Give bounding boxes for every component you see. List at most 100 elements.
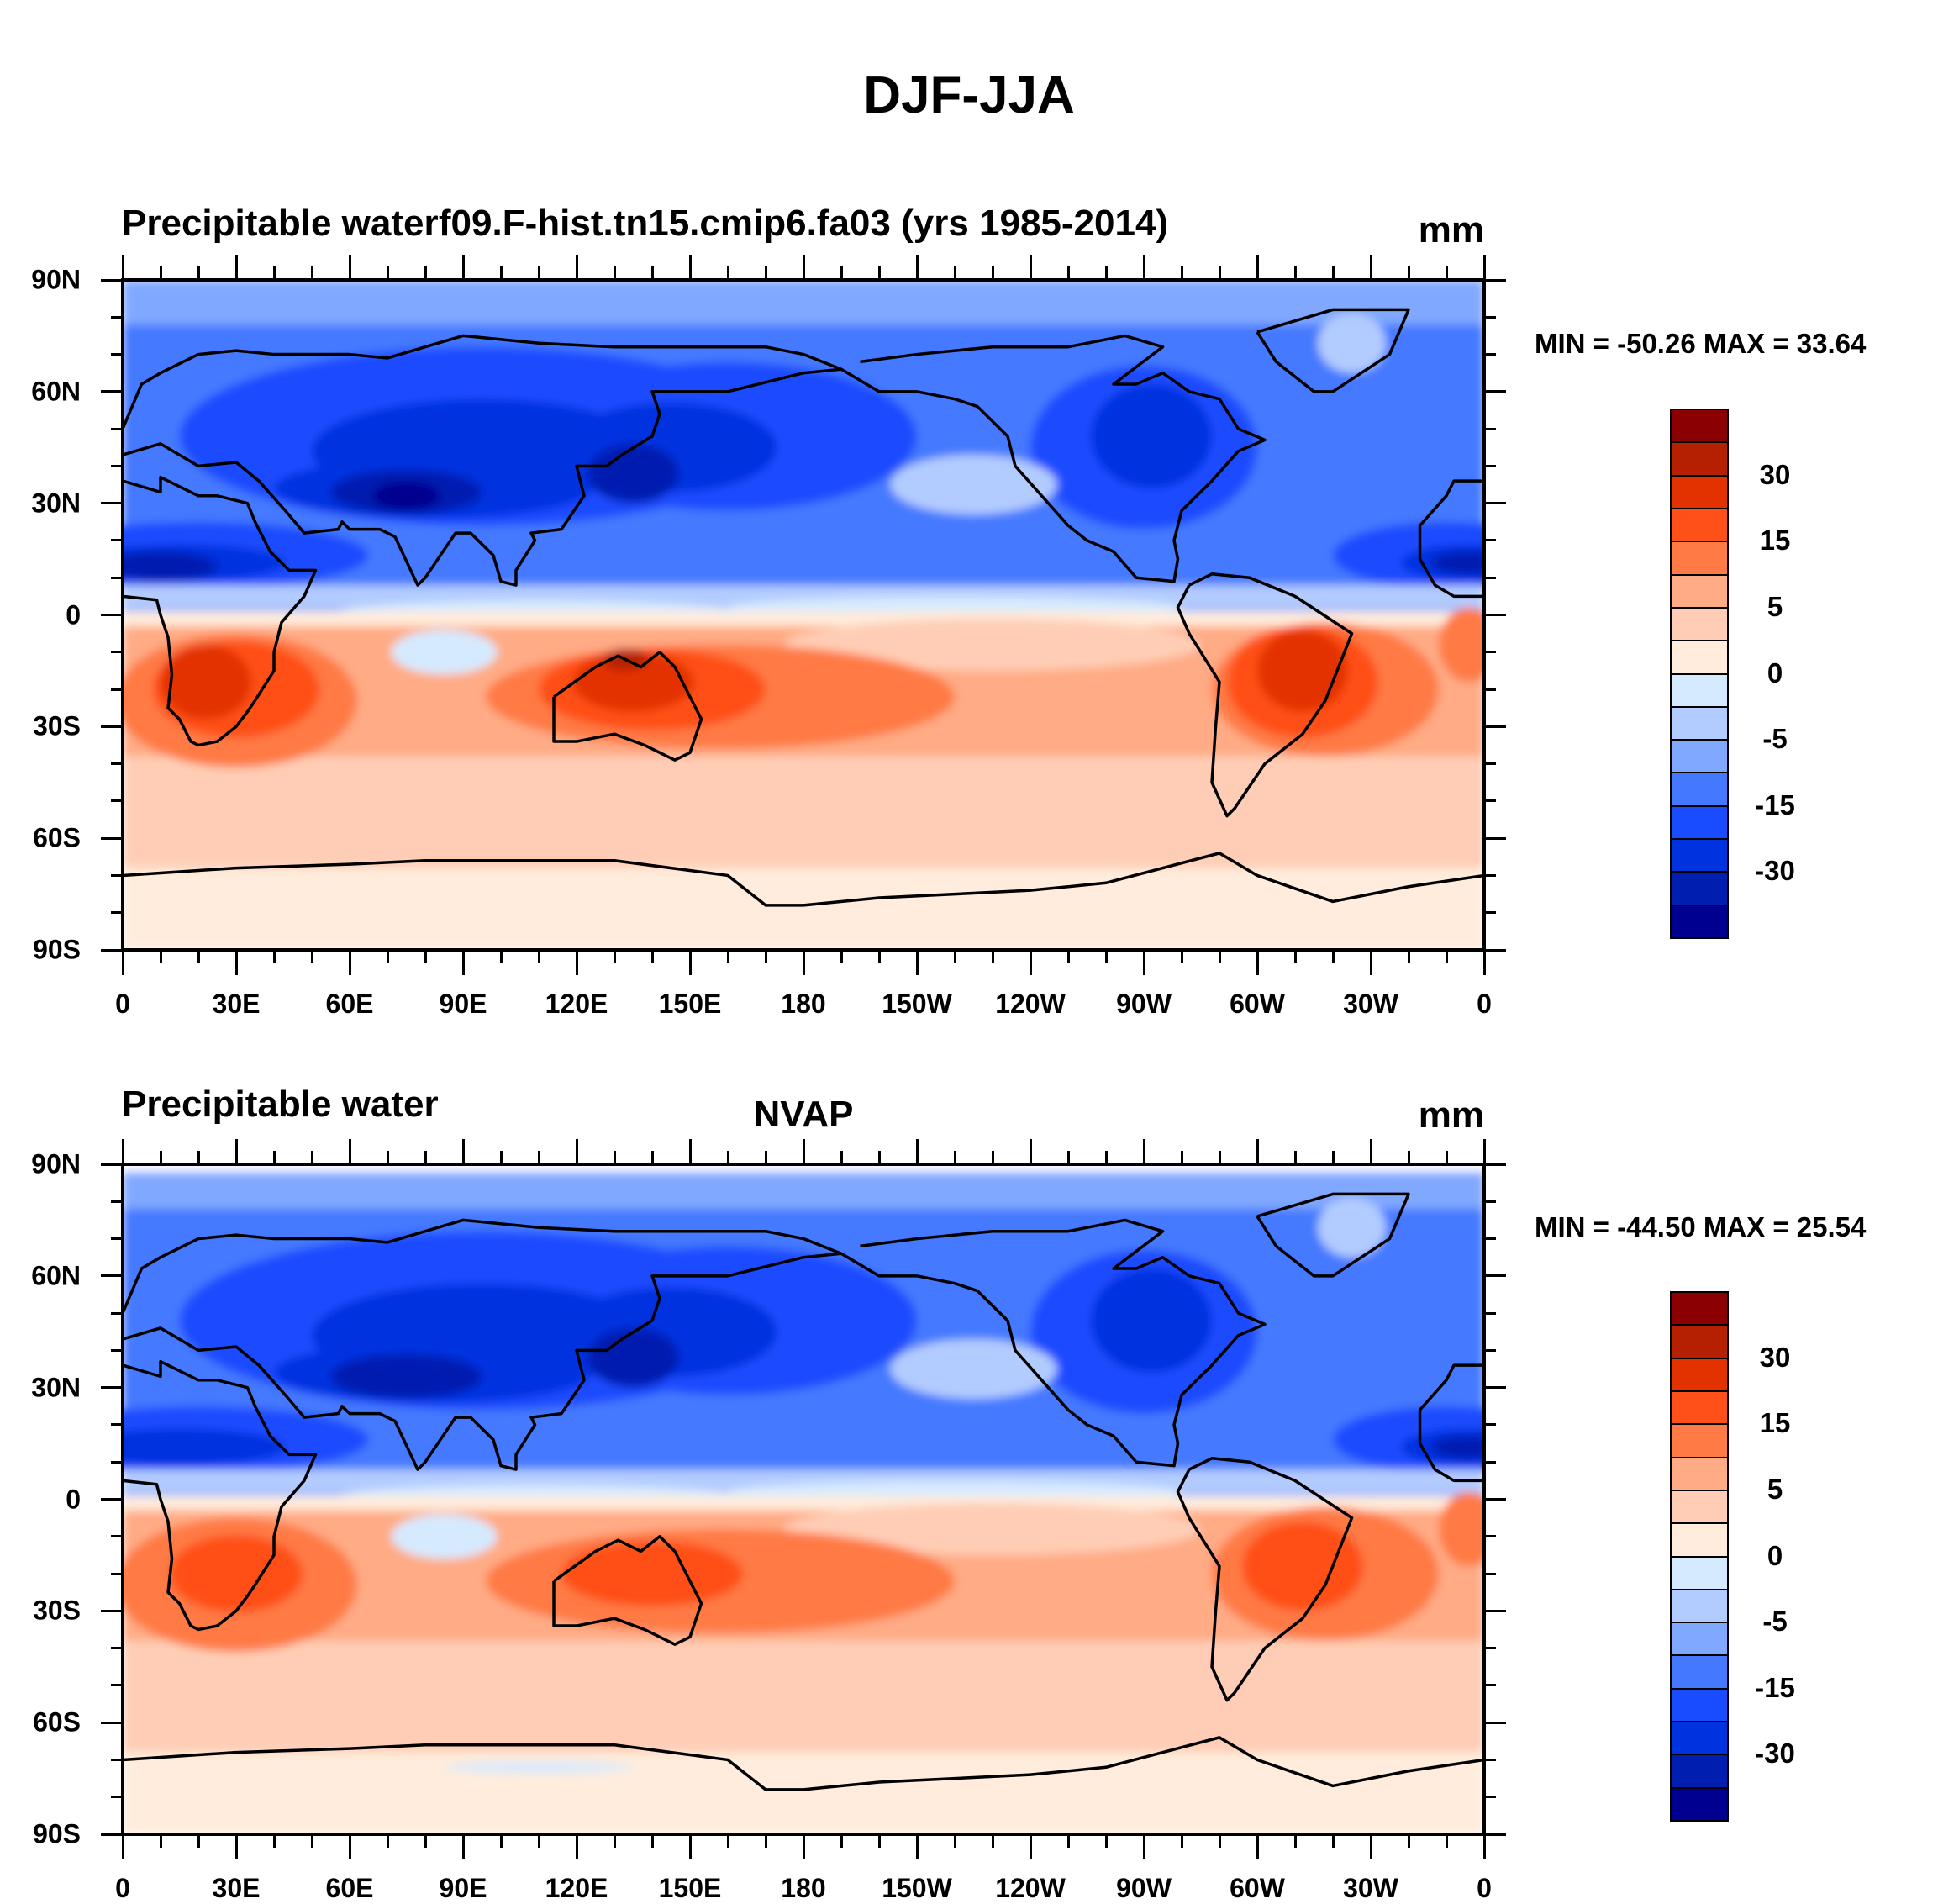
colorbar-label: 5 <box>1767 590 1783 622</box>
coastline-africa-west <box>1420 1365 1485 1480</box>
minor-tick <box>310 1151 313 1163</box>
minor-tick <box>1331 1836 1335 1848</box>
major-tick <box>1369 1836 1372 1859</box>
minor-tick <box>1445 266 1448 278</box>
minor-tick <box>1486 799 1496 803</box>
minor-tick <box>272 1151 276 1163</box>
lon-tick-label: 0 <box>115 1873 130 1903</box>
minor-tick <box>1486 1758 1496 1761</box>
colorbar-box <box>1670 804 1729 841</box>
contour-region <box>1439 607 1484 683</box>
contour-region <box>123 868 1484 950</box>
panel2-center-title: NVAP <box>753 1094 854 1135</box>
minor-tick <box>1331 266 1335 278</box>
major-tick <box>1486 1163 1506 1166</box>
major-tick <box>101 1163 121 1166</box>
minor-tick <box>1104 1151 1108 1163</box>
coastline-antarctica <box>123 853 1484 905</box>
minor-tick <box>537 1836 540 1848</box>
contour-region <box>1242 1522 1363 1611</box>
colorbar-box <box>1670 1423 1729 1458</box>
contour-region <box>572 651 694 712</box>
minor-tick <box>1407 266 1410 278</box>
contour-region <box>1318 1197 1386 1258</box>
panel2-units: mm <box>1418 1094 1484 1136</box>
minor-tick <box>764 952 767 963</box>
coastline-australia <box>554 1537 702 1644</box>
panel1-left-title: Precipitable water <box>122 203 439 244</box>
major-tick <box>1486 1386 1506 1390</box>
contour-region <box>561 1541 743 1607</box>
colorbar-label: 0 <box>1767 1539 1783 1571</box>
panel2-left-title: Precipitable water <box>122 1084 439 1125</box>
colorbar-box <box>1670 1687 1729 1723</box>
contour-region <box>123 1752 1484 1834</box>
coastline-greenland <box>1257 1194 1409 1275</box>
colorbar-label: -30 <box>1755 855 1795 887</box>
minor-tick <box>840 1836 843 1848</box>
major-tick <box>1256 952 1259 975</box>
major-tick <box>234 952 238 975</box>
minor-tick <box>650 266 654 278</box>
minor-tick <box>650 952 654 963</box>
major-tick <box>1486 1721 1506 1724</box>
minor-tick <box>1218 1151 1221 1163</box>
lon-tick-label: 150W <box>882 1873 952 1903</box>
major-tick <box>1029 1139 1032 1163</box>
major-tick <box>802 1139 805 1163</box>
lon-tick-label: 150E <box>658 989 722 1019</box>
lon-tick-label: 30W <box>1343 1873 1398 1903</box>
minor-tick <box>111 464 121 467</box>
colorbar-box <box>1670 672 1729 708</box>
coastline-eurasia <box>123 335 841 585</box>
minor-tick <box>1331 952 1335 963</box>
minor-tick <box>111 1200 121 1203</box>
minor-tick <box>111 1572 121 1575</box>
minor-tick <box>386 1836 389 1848</box>
minor-tick <box>1486 1796 1496 1799</box>
major-tick <box>1486 1609 1506 1612</box>
minor-tick <box>1486 1647 1496 1650</box>
minor-tick <box>310 1836 313 1848</box>
minor-tick <box>650 1151 654 1163</box>
lon-tick-label: 180 <box>781 1873 826 1903</box>
lat-tick-label: 60N <box>31 1260 81 1291</box>
minor-tick <box>1445 1836 1448 1848</box>
minor-tick <box>1218 1836 1221 1848</box>
major-tick <box>1369 255 1372 278</box>
lat-tick-label: 0 <box>66 1484 81 1514</box>
minor-tick <box>1486 873 1496 877</box>
lon-tick-label: 120E <box>545 989 608 1019</box>
major-tick <box>101 1721 121 1724</box>
major-tick <box>1486 1498 1506 1501</box>
lon-tick-label: 120E <box>545 1873 608 1903</box>
minor-tick <box>1407 952 1410 963</box>
major-tick <box>1142 1836 1145 1859</box>
minor-tick <box>111 539 121 542</box>
minor-tick <box>877 952 881 963</box>
panel2-map: 90N 60N 30N 0 30S 60S 90S 0 30E 60E 90E 120E 150E 180… <box>31 1139 1506 1903</box>
major-tick <box>688 255 692 278</box>
colorbar-box <box>1670 1357 1729 1392</box>
panel1-map: 90N 60N 30N 0 30S 60S 90S 0 30E 60E 90E 120E 150E 180… <box>31 255 1506 1019</box>
minor-tick <box>1218 952 1221 963</box>
minor-tick <box>159 952 162 963</box>
minor-tick <box>1486 1572 1496 1575</box>
lon-tick-label: 30E <box>212 1873 261 1903</box>
colorbar-box <box>1670 1555 1729 1590</box>
major-tick <box>101 836 121 840</box>
minor-tick <box>272 952 276 963</box>
major-tick <box>915 1836 919 1859</box>
major-tick <box>101 1833 121 1836</box>
minor-tick <box>1180 952 1183 963</box>
minor-tick <box>197 1151 200 1163</box>
minor-tick <box>1445 1151 1448 1163</box>
panel2-minmax: MIN = -44.50 MAX = 25.54 <box>1535 1211 1867 1242</box>
major-tick <box>101 725 121 728</box>
minor-tick <box>111 576 121 579</box>
minor-tick <box>1486 762 1496 766</box>
major-tick <box>461 952 465 975</box>
major-tick <box>121 255 124 278</box>
colorbar-label: -5 <box>1762 723 1788 755</box>
minor-tick <box>991 266 994 278</box>
